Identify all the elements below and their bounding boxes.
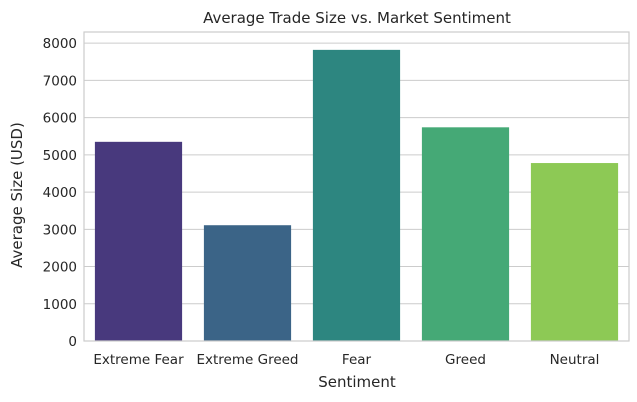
- y-tick-label: 6000: [43, 111, 77, 127]
- y-axis-label: Average Size (USD): [8, 122, 26, 268]
- bar-neutral: [530, 163, 619, 341]
- x-tick-label: Greed: [445, 352, 486, 368]
- chart-title: Average Trade Size vs. Market Sentiment: [203, 9, 511, 27]
- y-tick-label: 2000: [43, 260, 77, 276]
- x-tick-labels: Extreme Fear Extreme Greed Fear Greed Neutra…: [93, 352, 599, 368]
- x-axis-label: Sentiment: [318, 373, 396, 391]
- y-tick-label: 1000: [43, 297, 77, 313]
- y-tick-label: 8000: [43, 36, 77, 52]
- bar-fear: [312, 49, 401, 342]
- x-tick-label: Fear: [342, 352, 372, 368]
- y-tick-labels: 0 1000 2000 3000 4000 5000 6000 7000 8000: [43, 36, 77, 350]
- x-tick-label: Neutral: [550, 352, 600, 368]
- bars: [94, 49, 619, 342]
- bar-greed: [421, 127, 510, 341]
- plot-frame: [83, 31, 630, 342]
- bar-extreme-greed: [203, 225, 292, 341]
- bar-extreme-fear: [94, 141, 183, 341]
- y-tick-label: 7000: [43, 73, 77, 89]
- y-tick-label: 0: [68, 334, 77, 350]
- y-tick-label: 4000: [43, 185, 77, 201]
- x-tick-label: Extreme Greed: [196, 352, 298, 368]
- y-tick-label: 3000: [43, 222, 77, 238]
- y-tick-label: 5000: [43, 148, 77, 164]
- x-tick-label: Extreme Fear: [93, 352, 184, 368]
